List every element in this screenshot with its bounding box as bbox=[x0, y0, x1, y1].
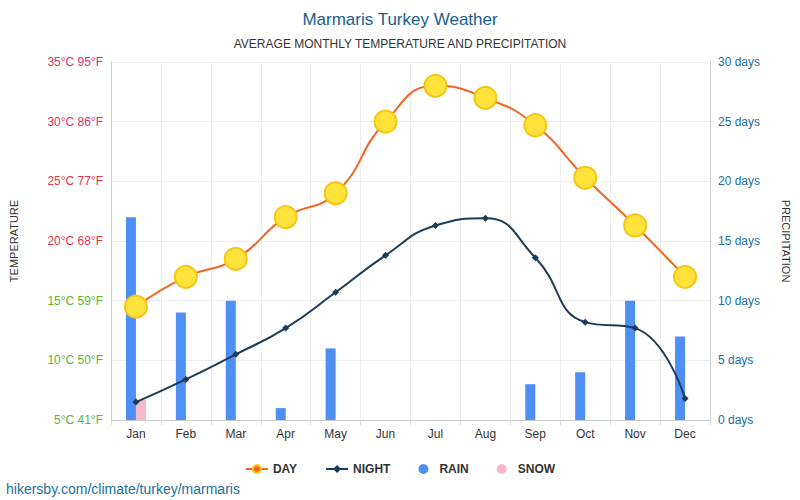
svg-text:SNOW: SNOW bbox=[518, 462, 556, 476]
svg-text:Aug: Aug bbox=[475, 427, 496, 441]
svg-text:20 days: 20 days bbox=[718, 174, 760, 188]
svg-text:20°C 68°F: 20°C 68°F bbox=[47, 234, 103, 248]
svg-text:May: May bbox=[324, 427, 347, 441]
svg-text:NIGHT: NIGHT bbox=[353, 462, 391, 476]
svg-text:15 days: 15 days bbox=[718, 234, 760, 248]
svg-text:35°C 95°F: 35°C 95°F bbox=[47, 55, 103, 69]
svg-text:Dec: Dec bbox=[674, 427, 695, 441]
svg-text:25 days: 25 days bbox=[718, 115, 760, 129]
svg-text:Sep: Sep bbox=[525, 427, 547, 441]
svg-text:AVERAGE MONTHLY TEMPERATURE AN: AVERAGE MONTHLY TEMPERATURE AND PRECIPIT… bbox=[234, 37, 567, 51]
svg-text:DAY: DAY bbox=[273, 462, 297, 476]
svg-text:TEMPERATURE: TEMPERATURE bbox=[8, 200, 20, 282]
svg-text:10 days: 10 days bbox=[718, 294, 760, 308]
svg-text:PRECIPITATION: PRECIPITATION bbox=[780, 200, 792, 283]
svg-text:15°C 59°F: 15°C 59°F bbox=[47, 294, 103, 308]
svg-text:Feb: Feb bbox=[176, 427, 197, 441]
svg-text:hikersby.com/climate/turkey/ma: hikersby.com/climate/turkey/marmaris bbox=[6, 481, 240, 497]
svg-text:5°C 41°F: 5°C 41°F bbox=[54, 413, 103, 427]
svg-text:10°C 50°F: 10°C 50°F bbox=[47, 353, 103, 367]
svg-text:Marmaris Turkey Weather: Marmaris Turkey Weather bbox=[302, 10, 498, 29]
svg-text:5 days: 5 days bbox=[718, 353, 753, 367]
svg-text:Jun: Jun bbox=[376, 427, 395, 441]
svg-text:Oct: Oct bbox=[576, 427, 595, 441]
svg-text:30°C 86°F: 30°C 86°F bbox=[47, 115, 103, 129]
svg-text:0 days: 0 days bbox=[718, 413, 753, 427]
svg-text:Jan: Jan bbox=[126, 427, 145, 441]
svg-text:Apr: Apr bbox=[276, 427, 295, 441]
svg-text:25°C 77°F: 25°C 77°F bbox=[47, 174, 103, 188]
svg-text:30 days: 30 days bbox=[718, 55, 760, 69]
svg-text:Mar: Mar bbox=[225, 427, 246, 441]
svg-text:Jul: Jul bbox=[428, 427, 443, 441]
svg-text:RAIN: RAIN bbox=[439, 462, 468, 476]
svg-text:Nov: Nov bbox=[624, 427, 645, 441]
